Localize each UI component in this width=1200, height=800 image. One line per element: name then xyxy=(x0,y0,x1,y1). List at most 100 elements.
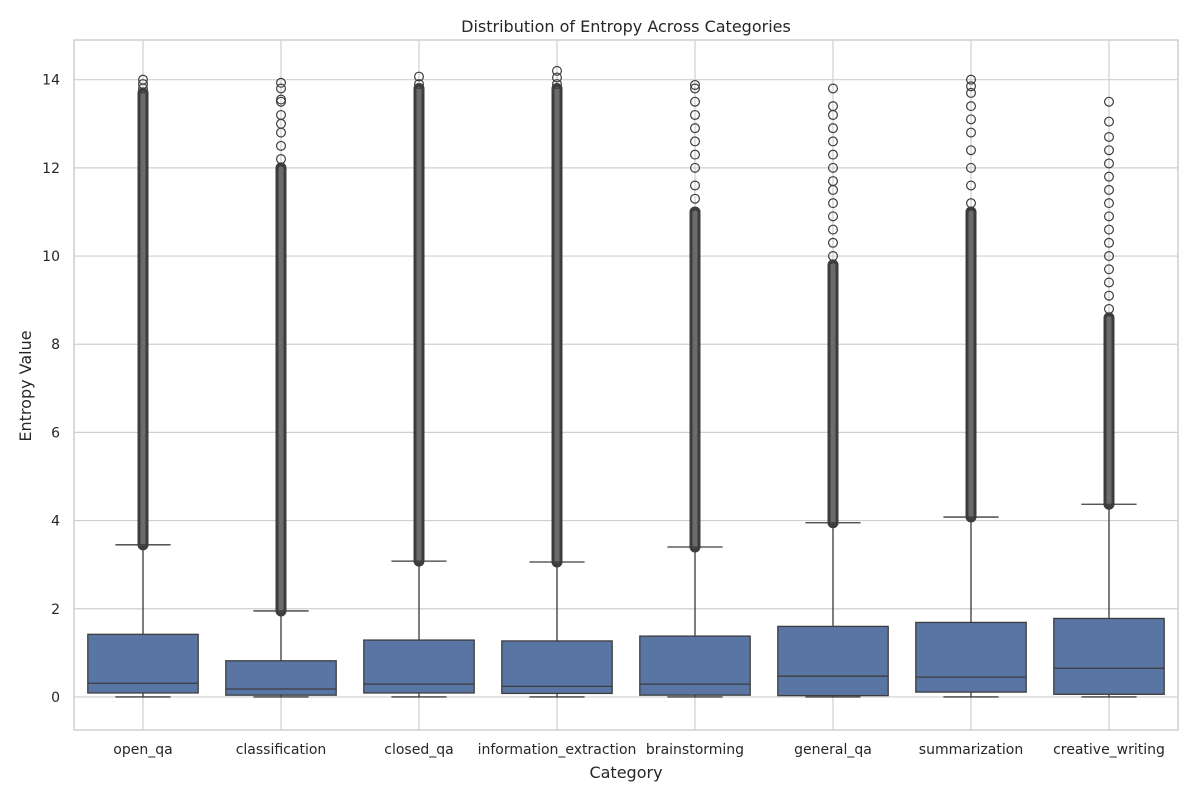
outlier-point xyxy=(827,83,838,94)
outlier-point xyxy=(827,149,838,160)
outlier-point xyxy=(965,81,976,92)
iqr-box xyxy=(915,621,1027,693)
iqr-box xyxy=(501,640,613,695)
outliers xyxy=(137,65,1115,617)
y-tick-label: 10 xyxy=(42,249,60,265)
box-classification xyxy=(225,610,337,698)
outlier-point xyxy=(689,79,700,90)
x-tick-label: classification xyxy=(236,742,327,758)
boxes xyxy=(87,503,1165,698)
outlier-point xyxy=(689,109,700,120)
iqr-box xyxy=(1053,617,1165,695)
outlier-point xyxy=(965,74,976,85)
outlier-point xyxy=(689,83,700,94)
outlier-point xyxy=(1103,198,1114,209)
outlier-point xyxy=(1103,290,1114,301)
outlier-point xyxy=(1103,251,1114,262)
outlier-point xyxy=(1103,171,1114,182)
outlier-point xyxy=(965,101,976,112)
outlier-point xyxy=(1103,131,1114,142)
outlier-point xyxy=(827,251,838,262)
outlier-point xyxy=(1103,237,1114,248)
outlier-point xyxy=(276,83,287,94)
iqr-box xyxy=(87,633,199,694)
iqr-box xyxy=(225,660,337,696)
outlier-point xyxy=(827,101,838,112)
outlier-point xyxy=(689,136,700,147)
outlier-point xyxy=(138,74,149,85)
box-summarization xyxy=(915,516,1027,698)
box-general_qa xyxy=(777,522,889,698)
outlier-point xyxy=(965,127,976,138)
outlier-point xyxy=(551,79,562,90)
y-tick-label: 2 xyxy=(51,602,60,618)
outlier-point xyxy=(689,149,700,160)
x-tick-label: summarization xyxy=(919,742,1023,758)
outlier-point xyxy=(689,162,700,173)
outlier-point xyxy=(965,145,976,156)
outlier-point xyxy=(965,180,976,191)
box-brainstorming xyxy=(639,546,751,698)
outlier-point xyxy=(414,79,425,90)
outlier-point xyxy=(689,180,700,191)
x-tick-label: information_extraction xyxy=(478,742,637,758)
outlier-point xyxy=(1103,277,1114,288)
iqr-box xyxy=(777,625,889,697)
outlier-point xyxy=(965,114,976,125)
outlier-point xyxy=(276,94,287,105)
y-tick-label: 4 xyxy=(51,514,60,530)
iqr-box xyxy=(363,639,475,694)
x-tick-label: brainstorming xyxy=(646,742,744,758)
outlier-point xyxy=(414,71,425,82)
y-tick-label: 6 xyxy=(51,425,60,441)
y-tick-label: 0 xyxy=(51,690,60,706)
outlier-point xyxy=(276,77,287,88)
plot-border xyxy=(73,39,1179,731)
x-tick-label: closed_qa xyxy=(384,742,453,758)
box-open_qa xyxy=(87,544,199,698)
outlier-point xyxy=(1103,303,1114,314)
outlier-point xyxy=(965,198,976,209)
iqr-box xyxy=(639,635,751,696)
y-tick-label: 8 xyxy=(51,337,60,353)
outlier-point xyxy=(827,211,838,222)
outlier-point xyxy=(827,123,838,134)
outlier-point xyxy=(276,140,287,151)
outlier-point xyxy=(551,72,562,83)
y-tick-label: 14 xyxy=(42,73,60,89)
x-tick-label: general_qa xyxy=(794,742,872,758)
outlier-point xyxy=(1103,145,1114,156)
outlier-point xyxy=(1103,184,1114,195)
x-tick-label: open_qa xyxy=(113,742,172,758)
box-creative_writing xyxy=(1053,503,1165,698)
x-tick-labels: open_qa classification closed_qa informatio… xyxy=(113,742,1165,758)
plot-frame xyxy=(73,39,1179,731)
box-information_extraction xyxy=(501,561,613,698)
outlier-point xyxy=(1103,264,1114,275)
outlier-point xyxy=(551,65,562,76)
outlier-point xyxy=(1103,224,1114,235)
box-closed_qa xyxy=(363,560,475,698)
outlier-point xyxy=(827,176,838,187)
outlier-point xyxy=(965,162,976,173)
outlier-point xyxy=(689,123,700,134)
outlier-point xyxy=(1103,158,1114,169)
x-tick-label: creative_writing xyxy=(1053,742,1165,758)
outlier-point xyxy=(689,193,700,204)
outlier-point xyxy=(827,237,838,248)
outlier-point xyxy=(689,96,700,107)
y-axis-label: Entropy Value xyxy=(16,330,35,441)
outlier-point xyxy=(1103,116,1114,127)
outlier-point xyxy=(1103,96,1114,107)
outlier-point xyxy=(827,198,838,209)
y-tick-labels: 0 2 4 6 8 10 12 14 xyxy=(42,73,60,706)
outlier-point xyxy=(827,162,838,173)
outlier-point xyxy=(276,154,287,165)
outlier-point xyxy=(965,87,976,98)
x-axis-label: Category xyxy=(589,763,662,782)
y-tick-label: 12 xyxy=(42,161,60,177)
chart-title: Distribution of Entropy Across Categorie… xyxy=(461,17,791,36)
outlier-point xyxy=(827,224,838,235)
outlier-point xyxy=(276,109,287,120)
